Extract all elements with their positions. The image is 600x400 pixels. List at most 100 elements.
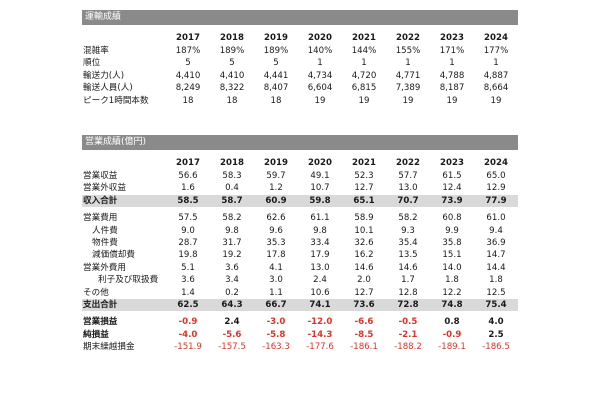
value-cell: 36.9 [486, 238, 506, 249]
value-cell: 187% [175, 46, 201, 56]
value-cell: 177% [483, 46, 509, 56]
value-cell: 2.5 [488, 329, 504, 340]
value-cell: 5 [185, 58, 191, 69]
value-cell: 3.0 [269, 275, 283, 286]
value-cell: 10.7 [310, 183, 330, 194]
table-row: 物件費 28.7 31.7 35.3 33.4 32.6 35.4 35.8 36.9 [82, 237, 518, 249]
value-cell: 15.1 [442, 250, 462, 261]
value-cell: 2.4 [224, 317, 240, 328]
value-cell: 13.0 [310, 262, 330, 273]
value-cell: 5 [229, 58, 235, 69]
value-cell: 28.7 [178, 238, 198, 249]
value-cell: 19 [446, 95, 458, 106]
value-cell: -5.8 [266, 329, 286, 340]
value-cell: 62.6 [266, 213, 286, 224]
table-row: 営業外費用 5.1 3.6 4.1 13.0 14.6 14.6 14.0 14.4 [82, 262, 518, 274]
value-cell: 72.8 [386, 299, 430, 312]
transport-section-title: 運輸成績 [85, 12, 122, 22]
year-header: 2019 [264, 158, 288, 169]
operations-section-title: 営業成績(億円) [85, 137, 147, 147]
row-label: 利子及び取扱費 [98, 275, 159, 286]
value-cell: 59.8 [298, 194, 342, 208]
value-cell: 12.2 [442, 287, 462, 298]
row-label: 輸送人員(人) [83, 83, 133, 94]
value-cell: 65.1 [342, 194, 386, 208]
value-cell: 12.7 [354, 287, 374, 298]
value-cell: 17.9 [310, 250, 330, 261]
value-cell: 2.0 [357, 275, 371, 286]
value-cell: 4,410 [219, 70, 245, 81]
value-cell: 12.7 [354, 183, 374, 194]
value-cell: 10.1 [354, 225, 374, 236]
value-cell: 2.4 [313, 275, 327, 286]
value-cell: -2.1 [398, 329, 418, 340]
value-cell: 64.3 [210, 299, 254, 312]
value-cell: 12.4 [442, 183, 462, 194]
year-header: 2022 [396, 33, 420, 44]
value-cell: 57.5 [178, 213, 198, 224]
value-cell: -0.9 [178, 317, 198, 328]
row-label: ピーク1時間本数 [83, 95, 149, 106]
value-cell: -186.5 [482, 342, 510, 353]
value-cell: 58.7 [210, 194, 254, 208]
header-blank-cell [82, 32, 166, 45]
year-header: 2021 [352, 33, 376, 44]
value-cell: 144% [351, 46, 377, 56]
row-label: 営業損益 [83, 317, 118, 328]
value-cell: 65.0 [486, 171, 506, 181]
year-header: 2018 [220, 158, 244, 169]
value-cell: 4.1 [269, 262, 283, 273]
value-cell: 14.6 [354, 262, 374, 273]
value-cell: 1 [361, 58, 367, 69]
value-cell: 60.8 [442, 213, 462, 224]
value-cell: 189% [263, 46, 289, 56]
value-cell: 9.0 [181, 225, 195, 236]
row-label: その他 [83, 287, 109, 298]
value-cell: 19.2 [222, 250, 242, 261]
value-cell: 59.7 [266, 171, 286, 181]
value-cell: 3.4 [225, 275, 239, 286]
value-cell: 7,389 [395, 83, 421, 94]
year-header: 2024 [484, 33, 508, 44]
value-cell: 8,249 [175, 83, 201, 94]
value-cell: 12.9 [486, 183, 506, 194]
row-label: 営業外収益 [83, 183, 126, 194]
value-cell: 14.0 [442, 262, 462, 273]
operations-section-header: 営業成績(億円) [82, 135, 518, 150]
value-cell: 49.1 [310, 171, 330, 181]
value-cell: 62.5 [166, 299, 210, 312]
value-cell: 1.1 [269, 287, 283, 298]
table-row: 純損益 -4.0 -5.6 -5.8 -14.3 -8.5 -2.1 -0.9 2.5 [82, 329, 518, 341]
transport-table: 2017 2018 2019 2020 2021 2022 2023 2024 混雑率 187%… [82, 32, 518, 107]
value-cell: 32.6 [354, 238, 374, 249]
value-cell: 4.0 [488, 317, 504, 328]
value-cell: 12.8 [398, 287, 418, 298]
value-cell: 8,664 [483, 83, 509, 94]
row-label: 輸送力(人) [83, 70, 125, 81]
value-cell: 58.5 [166, 194, 210, 208]
value-cell: 19 [314, 95, 326, 106]
value-cell: 1.4 [181, 287, 195, 298]
total-row: 収入合計 58.5 58.7 60.9 59.8 65.1 70.7 73.9 77.9 [82, 194, 518, 208]
value-cell: -3.0 [266, 317, 286, 328]
transport-year-header-row: 2017 2018 2019 2020 2021 2022 2023 2024 [82, 32, 518, 45]
value-cell: 61.5 [442, 171, 462, 181]
value-cell: 19 [358, 95, 370, 106]
year-header: 2017 [176, 158, 200, 169]
value-cell: 77.9 [474, 194, 518, 208]
value-cell: -14.3 [307, 329, 333, 340]
value-cell: 58.2 [222, 213, 242, 224]
value-cell: 61.1 [310, 213, 330, 224]
value-cell: 14.7 [486, 250, 506, 261]
value-cell: 10.6 [310, 287, 330, 298]
value-cell: 4,734 [307, 70, 333, 81]
value-cell: 58.9 [354, 213, 374, 224]
table-row: 輸送人員(人) 8,249 8,322 8,407 6,604 6,815 7,389 8,1… [82, 82, 518, 94]
value-cell: 8,187 [439, 83, 465, 94]
year-header: 2023 [440, 158, 464, 169]
value-cell: -0.5 [398, 317, 418, 328]
value-cell: -0.9 [442, 329, 462, 340]
value-cell: 140% [307, 46, 333, 56]
value-cell: 18 [270, 95, 282, 106]
